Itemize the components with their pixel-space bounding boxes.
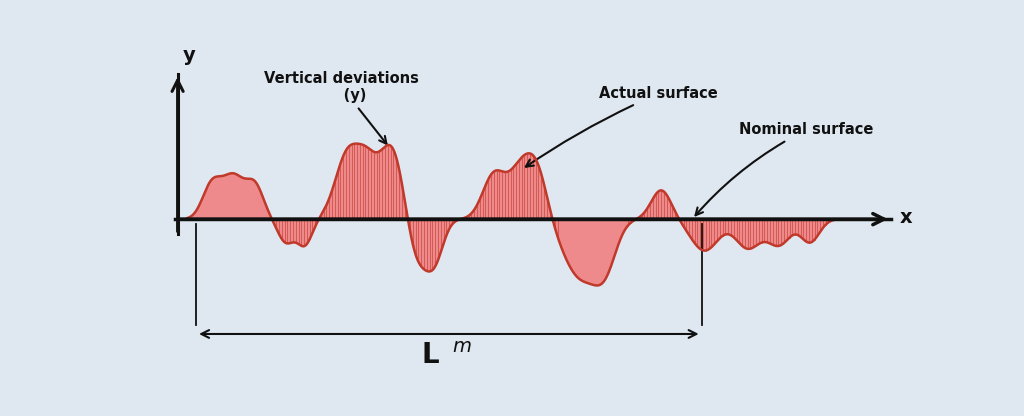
Text: $\mathbf{L}$: $\mathbf{L}$ bbox=[421, 341, 439, 369]
Text: Vertical deviations
     (y): Vertical deviations (y) bbox=[264, 71, 420, 144]
Text: x: x bbox=[900, 208, 912, 228]
Text: y: y bbox=[182, 46, 196, 65]
Text: $\mathit{m}$: $\mathit{m}$ bbox=[452, 337, 472, 356]
Text: Actual surface: Actual surface bbox=[526, 86, 718, 167]
Text: Nominal surface: Nominal surface bbox=[695, 122, 873, 215]
